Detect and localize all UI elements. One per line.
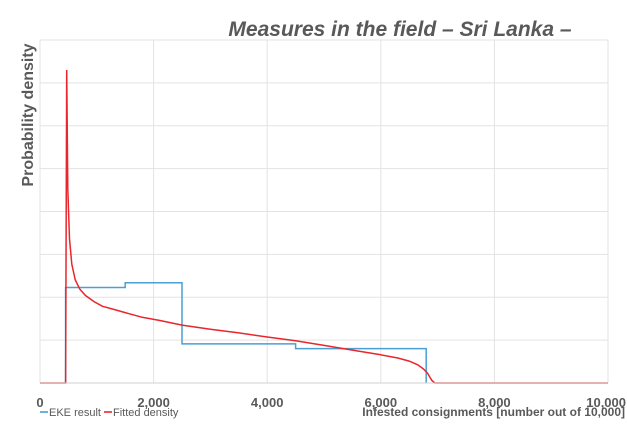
x-tick-label: 0 (36, 395, 43, 410)
series-layer (40, 69, 608, 384)
x-tick-label: 8,000 (478, 395, 511, 410)
x-tick-label: 4,000 (251, 395, 284, 410)
x-tick-label: 6,000 (365, 395, 398, 410)
x-tick-label: 2,000 (137, 395, 170, 410)
x-axis-label: Infested consignments [number out of 10,… (362, 405, 625, 419)
legend-label-fitted: Fitted density (113, 407, 179, 419)
y-axis-label: Probability density (20, 43, 37, 186)
chart-title: Measures in the field – Sri Lanka – (228, 18, 571, 41)
x-tick-labels: 0 2,000 4,000 6,000 8,000 10,000 (36, 395, 626, 410)
legend-label-eke: EKE result (49, 407, 101, 419)
x-tick-label: 10,000 (586, 395, 626, 410)
legend: EKE result Fitted density (40, 407, 179, 419)
series-line-fitted-density (40, 69, 608, 384)
series-line-eke-result (64, 282, 427, 383)
gridlines (39, 39, 609, 383)
